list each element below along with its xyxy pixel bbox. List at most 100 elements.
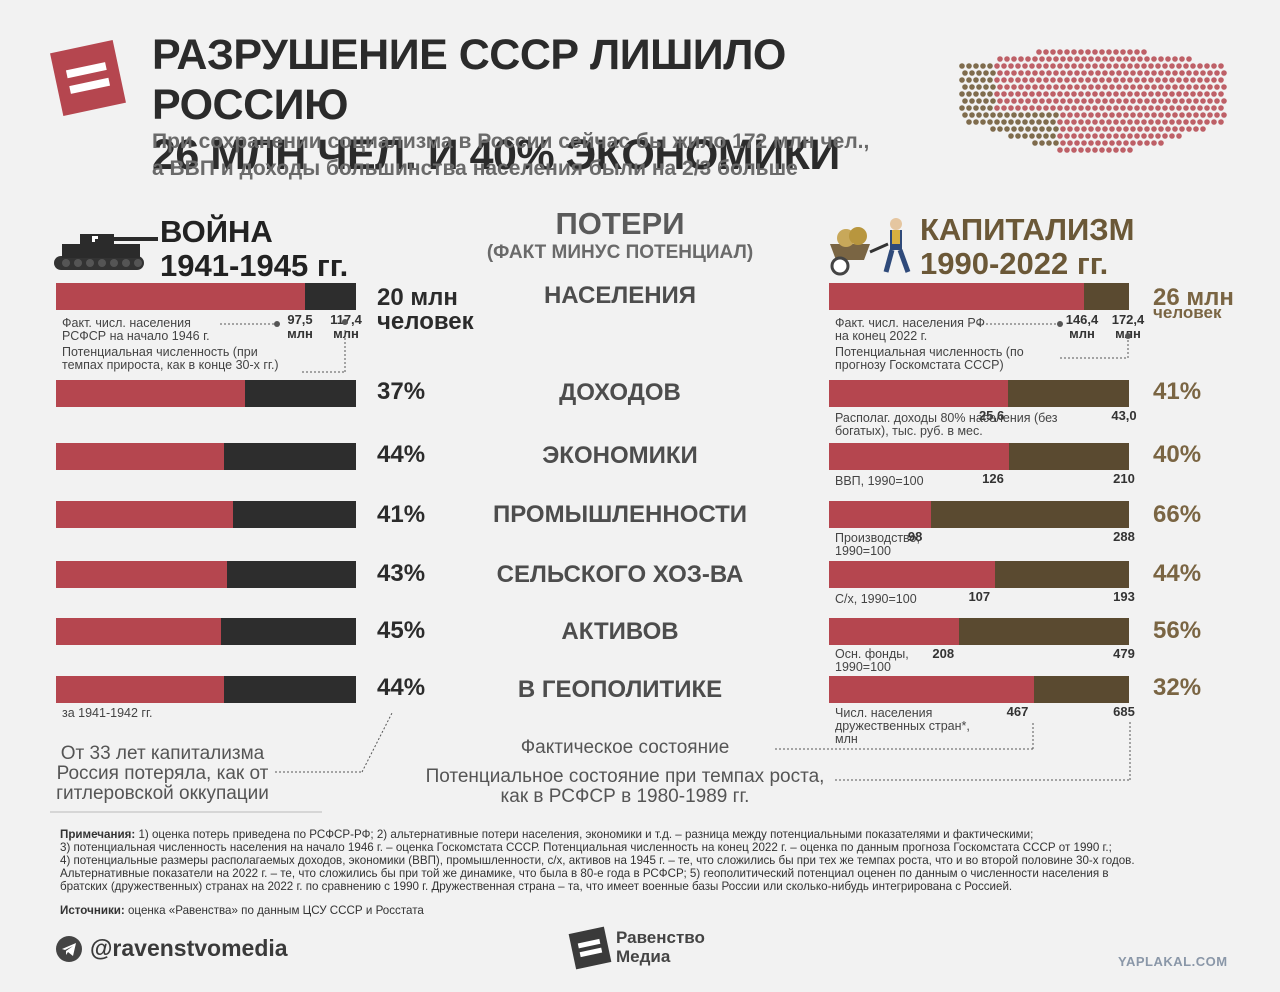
map-dot xyxy=(1102,70,1108,76)
map-dot xyxy=(1172,56,1178,62)
map-dot xyxy=(1218,91,1224,97)
map-dot xyxy=(1120,105,1126,111)
map-dot xyxy=(1043,63,1049,69)
capitalism-label: КАПИТАЛИЗМ xyxy=(920,212,1135,247)
map-dot xyxy=(1116,56,1122,62)
map-dot xyxy=(1179,56,1185,62)
map-dot xyxy=(1172,112,1178,118)
telegram-handle-link[interactable]: @ravenstvomedia xyxy=(90,935,288,961)
map-dot xyxy=(1183,119,1189,125)
capitalism-years: 1990-2022 гг. xyxy=(920,246,1109,281)
map-dot xyxy=(1004,56,1010,62)
map-dot xyxy=(980,77,986,83)
map-dot xyxy=(1032,140,1038,146)
map-dot xyxy=(1025,56,1031,62)
map-dot xyxy=(1008,63,1014,69)
war-pop-potential-note: Потенциальная численность (при темпах пр… xyxy=(62,345,279,372)
map-dot xyxy=(1074,70,1080,76)
map-dot xyxy=(1050,91,1056,97)
map-dot xyxy=(1001,91,1007,97)
map-dot xyxy=(1186,98,1192,104)
map-dot xyxy=(1029,63,1035,69)
cap-industry-note: Производство, 1990=100 xyxy=(835,531,920,558)
map-dot xyxy=(1165,84,1171,90)
footnotes: Примечания: 1) оценка потерь приведена п… xyxy=(60,828,1240,893)
war-loss-label: 41% xyxy=(377,501,426,528)
map-dot xyxy=(1036,119,1042,125)
map-dot xyxy=(1081,84,1087,90)
map-dot xyxy=(1015,91,1021,97)
map-dot xyxy=(983,84,989,90)
map-dot xyxy=(1130,140,1136,146)
map-dot xyxy=(1120,147,1126,153)
map-dot xyxy=(1109,112,1115,118)
map-dot xyxy=(1001,119,1007,125)
map-dot xyxy=(1099,49,1105,55)
page-title: РАЗРУШЕНИЕ СССР ЛИШИЛО РОССИЮ 26 МЛН ЧЕЛ… xyxy=(152,30,942,180)
map-dot xyxy=(1004,112,1010,118)
map-dot xyxy=(1060,70,1066,76)
map-dot xyxy=(1064,105,1070,111)
map-dot xyxy=(1179,70,1185,76)
map-dot xyxy=(1008,119,1014,125)
footnote-4: Альтернативные показатели на 2022 г. – т… xyxy=(60,867,1109,880)
map-dot xyxy=(1036,49,1042,55)
title-line-1: РАЗРУШЕНИЕ СССР ЛИШИЛО РОССИЮ xyxy=(152,31,786,129)
map-dot xyxy=(1186,112,1192,118)
map-dot xyxy=(1095,112,1101,118)
map-dot xyxy=(1218,63,1224,69)
map-dot xyxy=(1158,126,1164,132)
cap-potential-value: 210 xyxy=(1113,471,1135,486)
map-dot xyxy=(1099,133,1105,139)
map-dot xyxy=(1162,133,1168,139)
map-dot xyxy=(1130,56,1136,62)
map-dot xyxy=(1113,77,1119,83)
map-dot xyxy=(1190,77,1196,83)
map-dot xyxy=(1011,56,1017,62)
map-dot xyxy=(1095,140,1101,146)
map-dot xyxy=(1123,56,1129,62)
map-dot xyxy=(1029,119,1035,125)
cap-potential-value: 288 xyxy=(1113,529,1135,544)
map-dot xyxy=(1134,49,1140,55)
map-dot xyxy=(966,91,972,97)
map-dot xyxy=(1193,112,1199,118)
map-dot xyxy=(1123,126,1129,132)
map-dot xyxy=(1092,147,1098,153)
category-label: СЕЛЬСКОГО ХОЗ-ВА xyxy=(496,561,744,588)
map-dot xyxy=(1053,126,1059,132)
map-dot xyxy=(1169,119,1175,125)
map-dot xyxy=(1141,105,1147,111)
map-dot xyxy=(1106,49,1112,55)
map-dot xyxy=(1144,112,1150,118)
losses-sublabel: (ФАКТ МИНУС ПОТЕНЦИАЛ) xyxy=(486,242,754,263)
brand-logo-icon xyxy=(568,926,612,970)
map-dot xyxy=(1067,140,1073,146)
map-dot xyxy=(1025,126,1031,132)
map-dot xyxy=(1022,77,1028,83)
map-dot xyxy=(1046,84,1052,90)
map-dot xyxy=(976,70,982,76)
cap-fact-value: 467 xyxy=(1006,704,1029,719)
map-dot xyxy=(1120,91,1126,97)
map-dot xyxy=(1183,77,1189,83)
map-dot xyxy=(1088,140,1094,146)
map-dot xyxy=(1085,77,1091,83)
map-dot xyxy=(1137,84,1143,90)
telegram-icon[interactable] xyxy=(56,936,82,962)
war-loss-segment xyxy=(221,618,356,645)
map-dot xyxy=(973,77,979,83)
map-dot xyxy=(1123,84,1129,90)
map-dot xyxy=(1081,126,1087,132)
map-dot xyxy=(1141,133,1147,139)
map-dot xyxy=(1183,63,1189,69)
map-dot xyxy=(1071,119,1077,125)
map-dot xyxy=(1141,49,1147,55)
map-dot xyxy=(1151,140,1157,146)
war-loss-unit: человек xyxy=(377,308,474,335)
map-dot xyxy=(1207,112,1213,118)
map-dot xyxy=(1120,49,1126,55)
map-dot xyxy=(1151,98,1157,104)
map-dot xyxy=(1025,70,1031,76)
map-dot xyxy=(1057,91,1063,97)
